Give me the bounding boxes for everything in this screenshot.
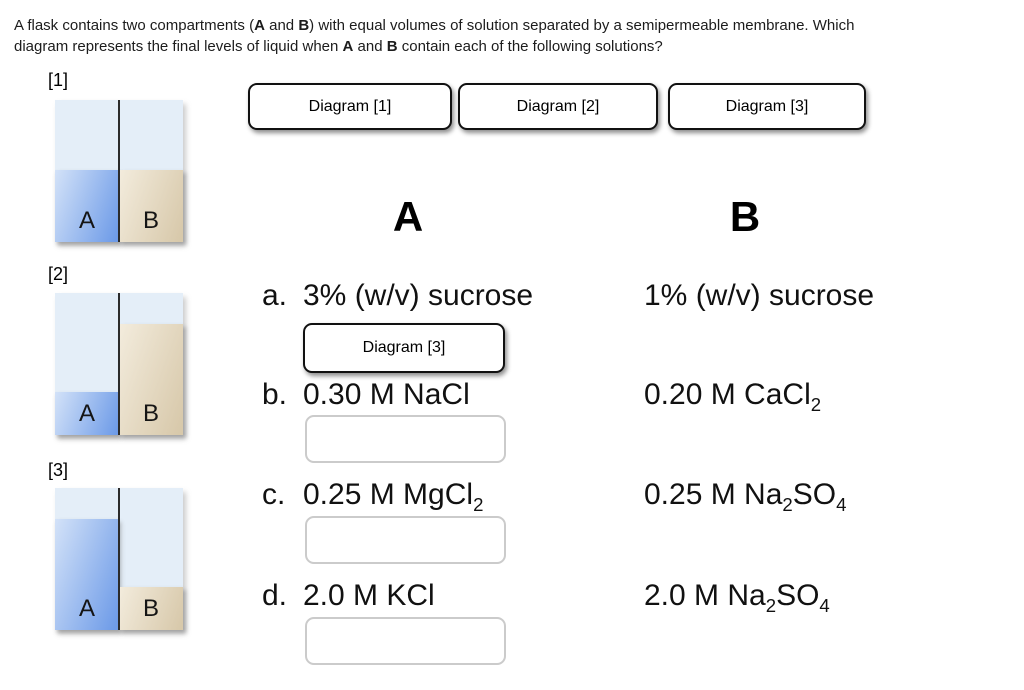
- diagram-2-label: [2]: [48, 264, 69, 284]
- row-a-letter: a.: [262, 279, 288, 312]
- row-b-letter: b.: [262, 378, 288, 411]
- compartment-a-label: A: [78, 207, 95, 234]
- diagram-3-choice-button[interactable]: Diagram [3]: [668, 83, 866, 130]
- row-c-solution-b: 0.25 M Na2SO4: [644, 478, 847, 515]
- compartment-a-liquid: [55, 392, 119, 435]
- compartment-b-liquid: [119, 169, 183, 242]
- row-c-letter: c.: [262, 478, 286, 511]
- diagram-1-label: [1]: [48, 70, 69, 90]
- compartment-b-label: B: [142, 207, 159, 234]
- row-d-solution-b: 2.0 M Na2SO4: [644, 579, 830, 616]
- row-a-solution-b: 1% (w/v) sucrose: [644, 279, 875, 312]
- membrane-divider: [118, 293, 120, 435]
- compartment-b-label: B: [142, 400, 159, 427]
- column-b-header: B: [729, 193, 761, 240]
- compartment-b-liquid: [119, 587, 183, 630]
- column-a-header: A: [392, 193, 424, 240]
- compartment-a-liquid: [55, 169, 119, 242]
- row-c-solution-a: 0.25 M MgCl2: [303, 478, 484, 515]
- question-text: A flask contains two compartments (A and…: [14, 17, 855, 55]
- row-d-letter: d.: [262, 579, 288, 612]
- compartment-b-liquid: [119, 324, 183, 435]
- compartment-a-liquid: [55, 519, 119, 630]
- compartment-a-label: A: [78, 595, 95, 622]
- diagram-1-choice-button[interactable]: Diagram [1]: [248, 83, 452, 130]
- membrane-divider: [118, 488, 120, 630]
- row-a-solution-a: 3% (w/v) sucrose: [303, 279, 534, 312]
- row-d-solution-a: 2.0 M KCl: [303, 579, 435, 612]
- row-c-answer-dropzone[interactable]: [305, 516, 506, 564]
- row-b-solution-a: 0.30 M NaCl: [303, 378, 470, 411]
- row-a-answer-chip[interactable]: Diagram [3]: [303, 323, 505, 373]
- compartment-b-label: B: [142, 595, 159, 622]
- row-b-answer-dropzone[interactable]: [305, 415, 506, 463]
- compartment-a-label: A: [78, 400, 95, 427]
- row-d-answer-dropzone[interactable]: [305, 617, 506, 665]
- diagram-2-choice-button[interactable]: Diagram [2]: [458, 83, 658, 130]
- flask-diagram-1: A B: [55, 100, 183, 242]
- row-b-solution-b: 0.20 M CaCl2: [644, 378, 822, 415]
- membrane-divider: [118, 100, 120, 242]
- flask-diagram-3: A B: [55, 488, 183, 630]
- flask-diagram-2: A B: [55, 293, 183, 435]
- diagram-3-label: [3]: [48, 460, 69, 480]
